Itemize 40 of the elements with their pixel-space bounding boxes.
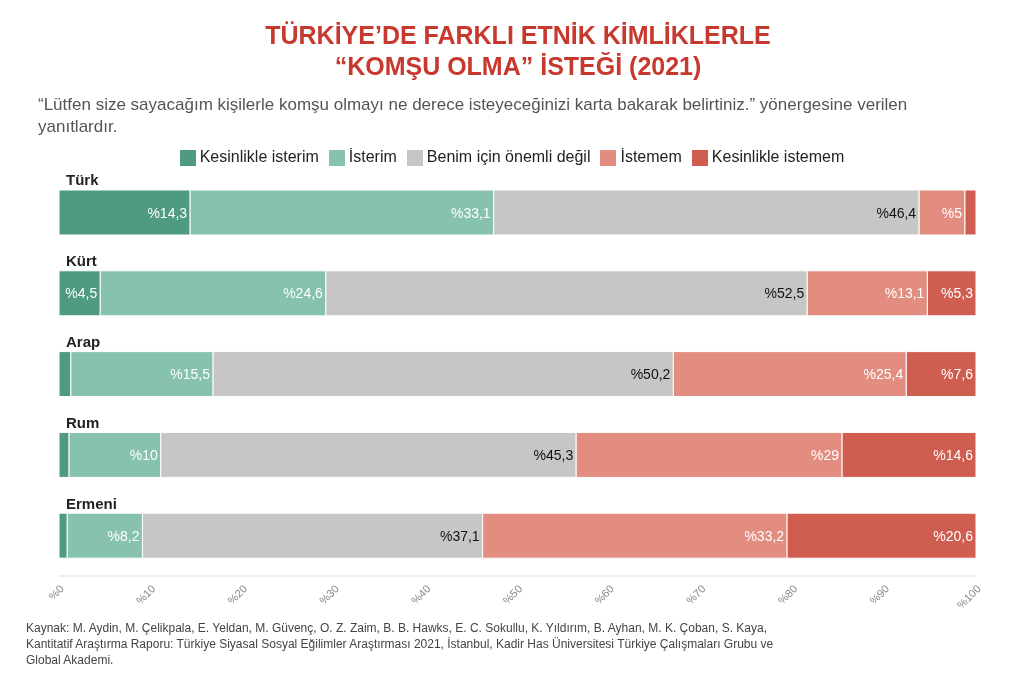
y-tick-label: Kürt	[66, 252, 97, 270]
y-tick-label: Rum	[66, 413, 100, 431]
legend-label: İstemem	[620, 148, 682, 165]
data-label: %4,5	[65, 285, 98, 302]
y-tick-label: Arap	[66, 333, 101, 350]
data-label: %5	[941, 204, 963, 221]
chart-subtitle: “Lütfen size sayacağım kişilerle komşu olmayı ne derece isteyeceğinizi karta bakarak belirtiniz.” yönergesine verilen yanıtlardır.	[38, 94, 909, 138]
chart-title: TÜRKİYE’DE FARKLI ETNİK KİMLİKLERLE “KOMŞU OLMA” İSTEĞİ (2021)	[264, 20, 772, 82]
text: Kaynak: M. Aydin, M. Çelikpala, E. Yeldan, M. Güvenç, O. Z. Zaim, B. B. Hawks, E. C. Sokullu, K. Yıldırım, B. Ayhan, M. K. Çoban, S. Kaya, Kantitatif Araştırma Raporu: Türkiye Siyasal Sosyal Eğilimler Araştırması 2021, İstanbul, Kadir Has Üniversitesi Türkiye Çalışmaları Grubu ve Global Akademi.	[26, 620, 775, 668]
legend-label: İsterim	[348, 148, 397, 165]
x-tick-label: %60	[592, 582, 617, 607]
data-label: %13,1	[884, 285, 925, 302]
data-label: %45,3	[533, 446, 574, 463]
x-tick-label: %90	[867, 582, 892, 607]
data-label: %33,1	[450, 204, 491, 221]
data-label: %5,3	[941, 285, 974, 302]
data-label: %33,2	[744, 527, 785, 544]
data-label: %15,5	[170, 366, 211, 383]
data-label: %37,1	[439, 527, 480, 544]
legend-label: Benim için önemli değil	[426, 148, 591, 165]
data-label: %8,2	[107, 527, 140, 544]
data-label: %14,3	[147, 204, 188, 221]
data-label: %14,6	[933, 446, 974, 463]
data-label: %24,6	[283, 285, 324, 302]
data-label: %7,6	[941, 366, 974, 383]
legend-label: Kesinlikle istemem	[711, 148, 845, 165]
y-tick-label: Türk	[66, 171, 100, 189]
legend-label: Kesinlikle isterim	[199, 148, 319, 165]
y-tick-label: Ermeni	[66, 494, 117, 512]
x-tick-label: %50	[500, 582, 525, 607]
data-label: %10	[129, 446, 158, 463]
x-tick-label: %80	[775, 582, 800, 607]
data-label: %25,4	[863, 366, 904, 383]
data-label: %50,2	[630, 366, 671, 383]
data-label: %46,4	[876, 204, 917, 221]
data-label: %52,5	[764, 285, 805, 302]
data-label: %20,6	[933, 527, 974, 544]
x-tick-label: %0	[46, 582, 66, 603]
x-tick-label: %20	[225, 582, 250, 607]
data-label: %29	[811, 446, 840, 463]
